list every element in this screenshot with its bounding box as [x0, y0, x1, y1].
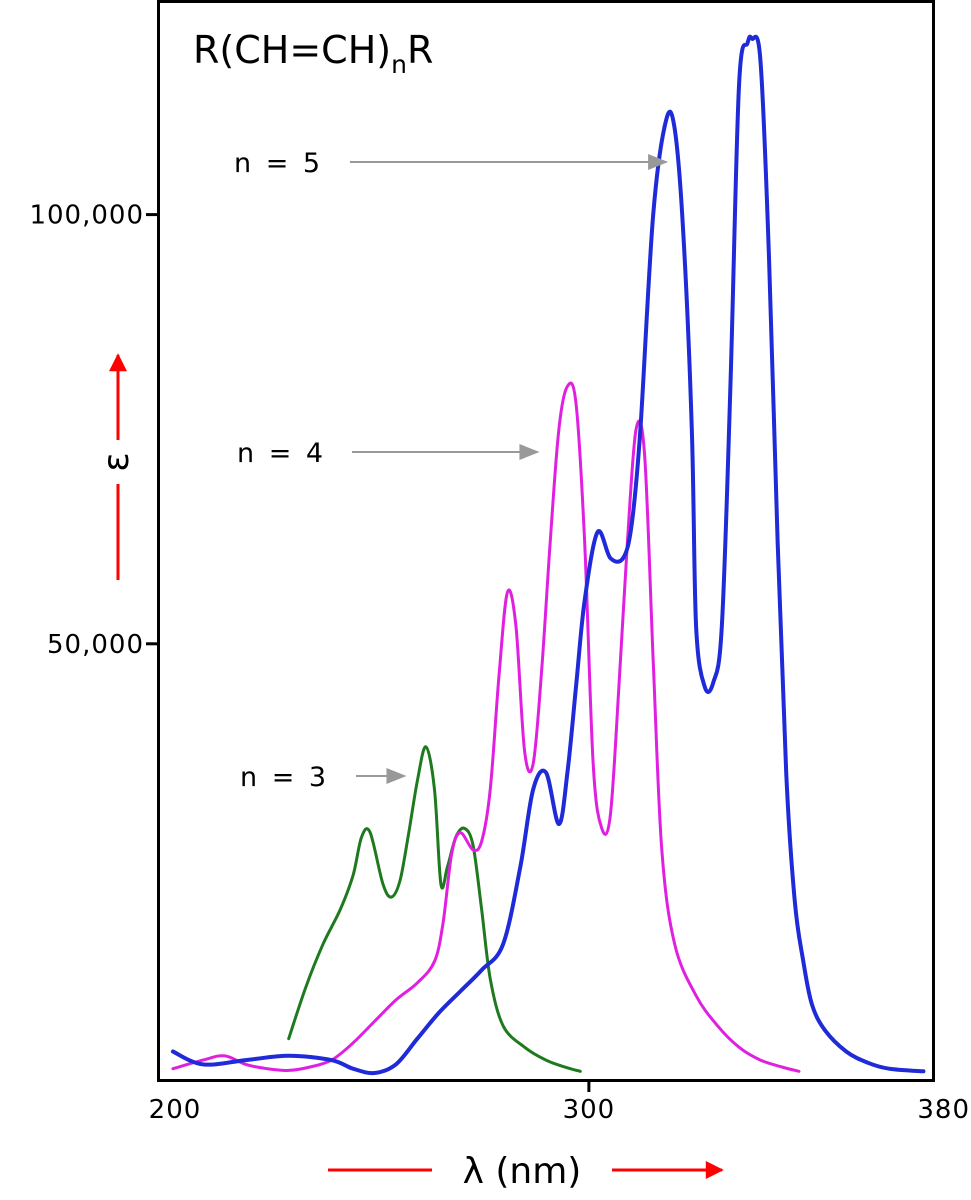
chart-title-formula: R(CH=CH)nR — [193, 28, 433, 79]
annotation-label-1: n = 4 — [237, 438, 326, 469]
annotation-label-2: n = 5 — [234, 148, 323, 179]
y-tick-label-1: 100,000 — [29, 201, 144, 231]
y-axis-ticks: 50,000 100,000 — [29, 201, 158, 660]
x-tick-label-2: 380 — [917, 1095, 970, 1125]
series-line-n5 — [170, 34, 926, 1076]
x-tick-label-1: 300 — [563, 1095, 616, 1125]
annotation-label-0: n = 3 — [240, 762, 329, 793]
annotation-group: n = 3 n = 4 n = 5 — [234, 148, 669, 793]
series-group — [170, 34, 926, 1076]
formula-subscript: n — [391, 50, 407, 79]
y-tick-label-0: 50,000 — [47, 630, 144, 660]
x-axis-ticks: 200 300 380 — [149, 1080, 970, 1125]
series-line-n4 — [171, 381, 801, 1073]
x-axis-title: λ (nm) — [463, 1151, 582, 1192]
plot-frame — [157, 0, 935, 1082]
formula-main: R(CH=CH) — [193, 28, 391, 72]
series-line-n3 — [287, 745, 582, 1073]
formula-suffix: R — [407, 28, 433, 72]
x-tick-label-0: 200 — [149, 1095, 202, 1125]
y-axis-title: ε — [96, 452, 137, 471]
